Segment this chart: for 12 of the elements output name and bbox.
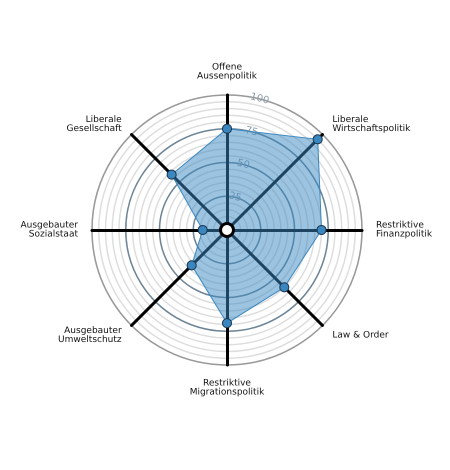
spoke-label: Liberale Gesellschaft: [66, 115, 122, 134]
spoke-label: Offene Aussenpolitik: [197, 62, 258, 82]
y-tick-label: 100: [249, 91, 270, 107]
spoke-label: Restriktive Migrationspolitik: [190, 378, 266, 398]
spoke-label: Liberale Wirtschaftspolitik: [332, 115, 412, 134]
spoke-label: Ausgebauter Umweltschutz: [58, 326, 122, 345]
y-tick-label: 75: [244, 124, 259, 139]
y-tick-label: 50: [236, 158, 251, 172]
spoke-label: Restriktive Finanzpolitik: [376, 220, 433, 240]
spoke-label: Law & Order: [332, 330, 389, 340]
spoke-label: Ausgebauter Sozialstaat: [20, 220, 78, 240]
y-tick-label: 25: [228, 190, 243, 204]
